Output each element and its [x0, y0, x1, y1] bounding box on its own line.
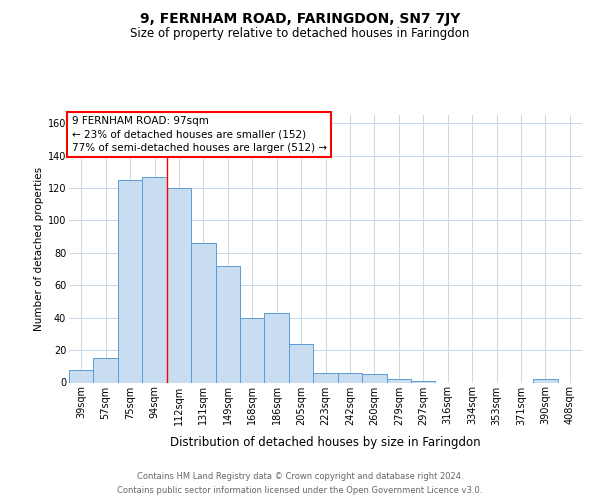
- Bar: [338, 373, 362, 382]
- Bar: [142, 176, 167, 382]
- Text: Contains public sector information licensed under the Open Government Licence v3: Contains public sector information licen…: [118, 486, 482, 495]
- Bar: [167, 188, 191, 382]
- Bar: [362, 374, 386, 382]
- Bar: [94, 358, 118, 382]
- Bar: [411, 381, 436, 382]
- Bar: [118, 180, 142, 382]
- X-axis label: Distribution of detached houses by size in Faringdon: Distribution of detached houses by size …: [170, 436, 481, 449]
- Bar: [289, 344, 313, 382]
- Bar: [69, 370, 94, 382]
- Text: Contains HM Land Registry data © Crown copyright and database right 2024.: Contains HM Land Registry data © Crown c…: [137, 472, 463, 481]
- Text: 9 FERNHAM ROAD: 97sqm
← 23% of detached houses are smaller (152)
77% of semi-det: 9 FERNHAM ROAD: 97sqm ← 23% of detached …: [71, 116, 326, 152]
- Bar: [265, 313, 289, 382]
- Y-axis label: Number of detached properties: Number of detached properties: [34, 166, 44, 331]
- Bar: [191, 243, 215, 382]
- Text: Size of property relative to detached houses in Faringdon: Size of property relative to detached ho…: [130, 28, 470, 40]
- Text: 9, FERNHAM ROAD, FARINGDON, SN7 7JY: 9, FERNHAM ROAD, FARINGDON, SN7 7JY: [140, 12, 460, 26]
- Bar: [313, 373, 338, 382]
- Bar: [215, 266, 240, 382]
- Bar: [240, 318, 265, 382]
- Bar: [533, 380, 557, 382]
- Bar: [386, 380, 411, 382]
